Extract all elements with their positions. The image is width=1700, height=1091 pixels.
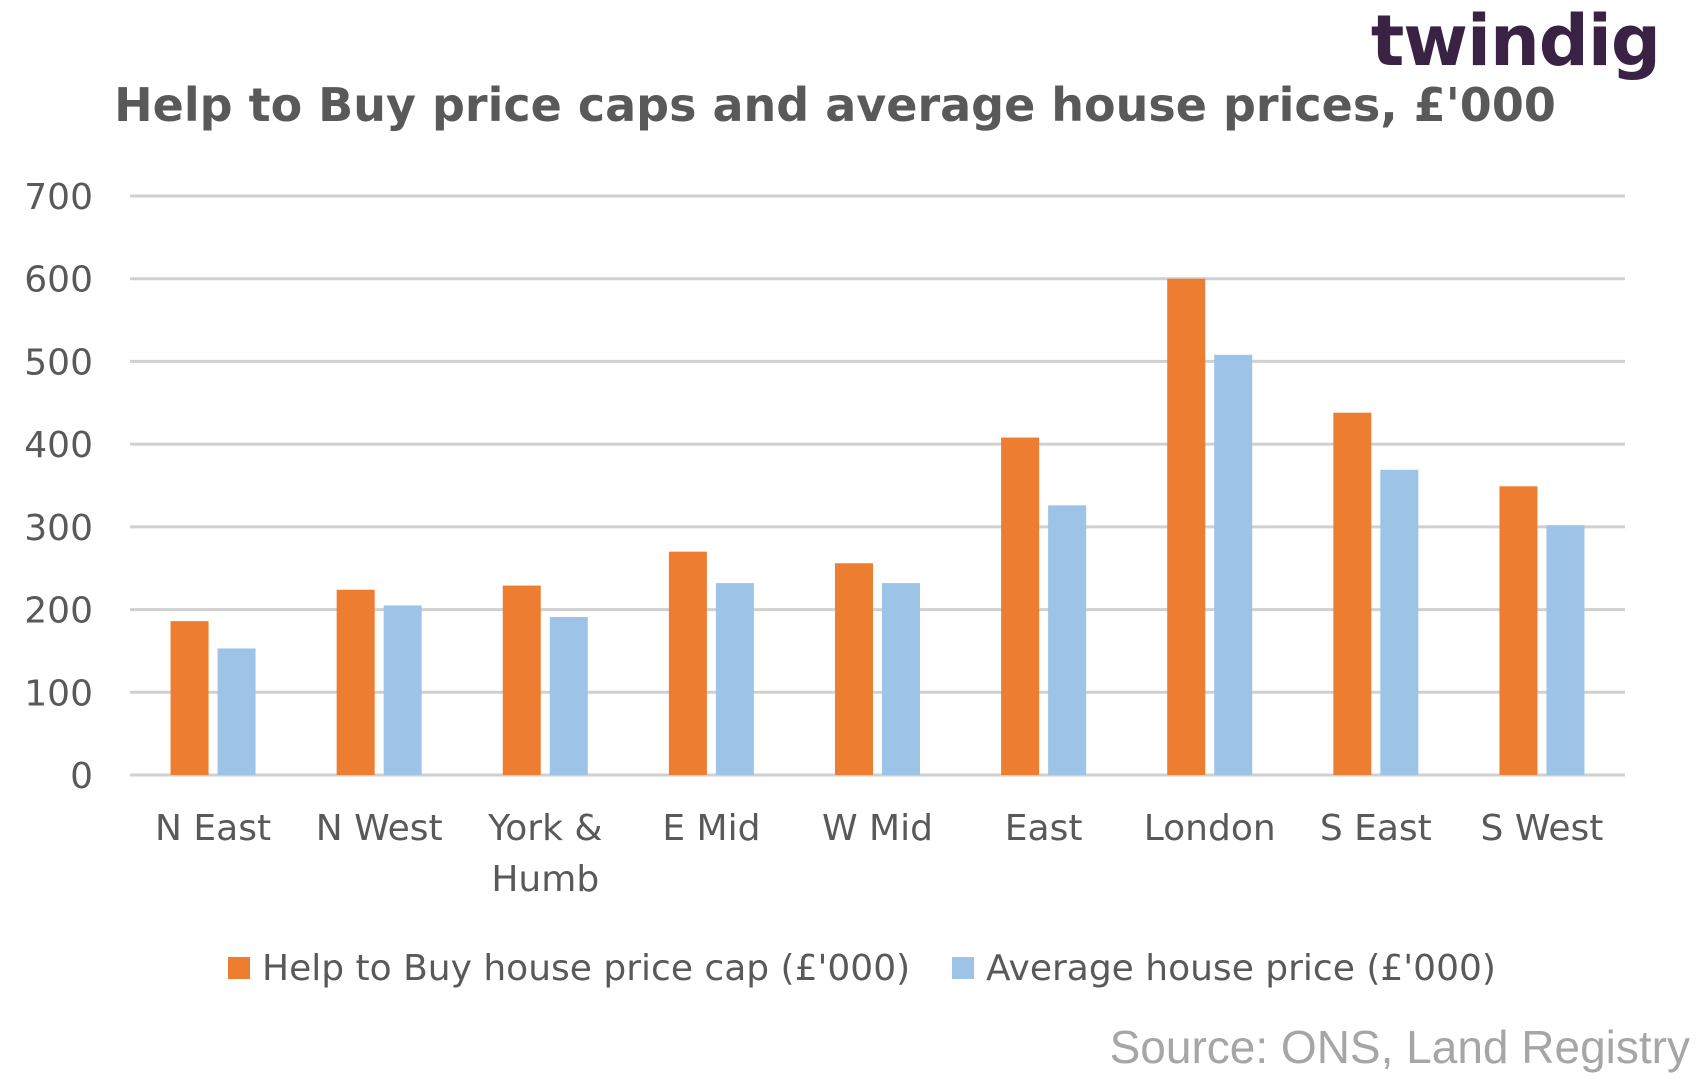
bar-price-cap bbox=[668, 551, 707, 775]
bar-price-cap bbox=[1001, 437, 1040, 775]
bar-average-price bbox=[217, 648, 256, 775]
bar-average-price bbox=[1546, 525, 1585, 775]
source-note: Source: ONS, Land Registry bbox=[1109, 1021, 1690, 1073]
legend-label: Help to Buy house price cap (£'000) bbox=[262, 948, 910, 989]
y-tick-label: 200 bbox=[24, 591, 93, 632]
legend: Help to Buy house price cap (£'000) Avera… bbox=[228, 948, 1496, 989]
bar-price-cap bbox=[336, 589, 375, 775]
bar-price-cap bbox=[1499, 486, 1538, 775]
brand-logo: twindig bbox=[1370, 0, 1661, 82]
bar-average-price bbox=[882, 583, 920, 775]
bar-price-cap bbox=[502, 585, 541, 775]
bar-price-cap bbox=[1167, 278, 1206, 775]
y-tick-label: 0 bbox=[70, 756, 93, 797]
bar-price-cap bbox=[170, 621, 209, 775]
x-tick-label: S East bbox=[1320, 808, 1432, 849]
x-tick-label: York & bbox=[487, 808, 602, 849]
bar-price-cap bbox=[1333, 412, 1372, 775]
bar-average-price bbox=[715, 583, 754, 775]
chart-title: Help to Buy price caps and average house… bbox=[114, 78, 1556, 132]
legend-swatch bbox=[228, 957, 250, 979]
x-axis-labels: N East N West York & Humb E Mid W Mid East Lond… bbox=[155, 808, 1603, 900]
gridlines bbox=[130, 194, 1625, 777]
bar-average-price bbox=[383, 605, 422, 775]
logo-text: twindig bbox=[1370, 0, 1661, 82]
x-tick-label: East bbox=[1005, 808, 1083, 849]
bar-price-cap bbox=[835, 563, 873, 775]
x-tick-label: N West bbox=[316, 808, 443, 849]
y-tick-label: 400 bbox=[24, 425, 93, 466]
x-tick-label: N East bbox=[155, 808, 271, 849]
y-axis-ticks: 0 100 200 300 400 500 600 700 bbox=[24, 177, 93, 797]
bar-average-price bbox=[1380, 469, 1419, 775]
x-tick-label: Humb bbox=[491, 859, 599, 900]
y-tick-label: 700 bbox=[24, 177, 93, 218]
y-tick-label: 600 bbox=[24, 260, 93, 301]
x-tick-label: E Mid bbox=[662, 808, 760, 849]
y-tick-label: 100 bbox=[24, 673, 93, 714]
bars bbox=[170, 278, 1585, 775]
y-tick-label: 500 bbox=[24, 342, 93, 383]
bar-average-price bbox=[1214, 354, 1253, 775]
y-tick-label: 300 bbox=[24, 508, 93, 549]
x-tick-label: W Mid bbox=[822, 808, 933, 849]
legend-swatch bbox=[952, 957, 974, 979]
bar-average-price bbox=[549, 617, 588, 775]
x-tick-label: London bbox=[1144, 808, 1276, 849]
legend-label: Average house price (£'000) bbox=[986, 948, 1496, 989]
x-tick-label: S West bbox=[1481, 808, 1604, 849]
bar-average-price bbox=[1048, 505, 1087, 775]
